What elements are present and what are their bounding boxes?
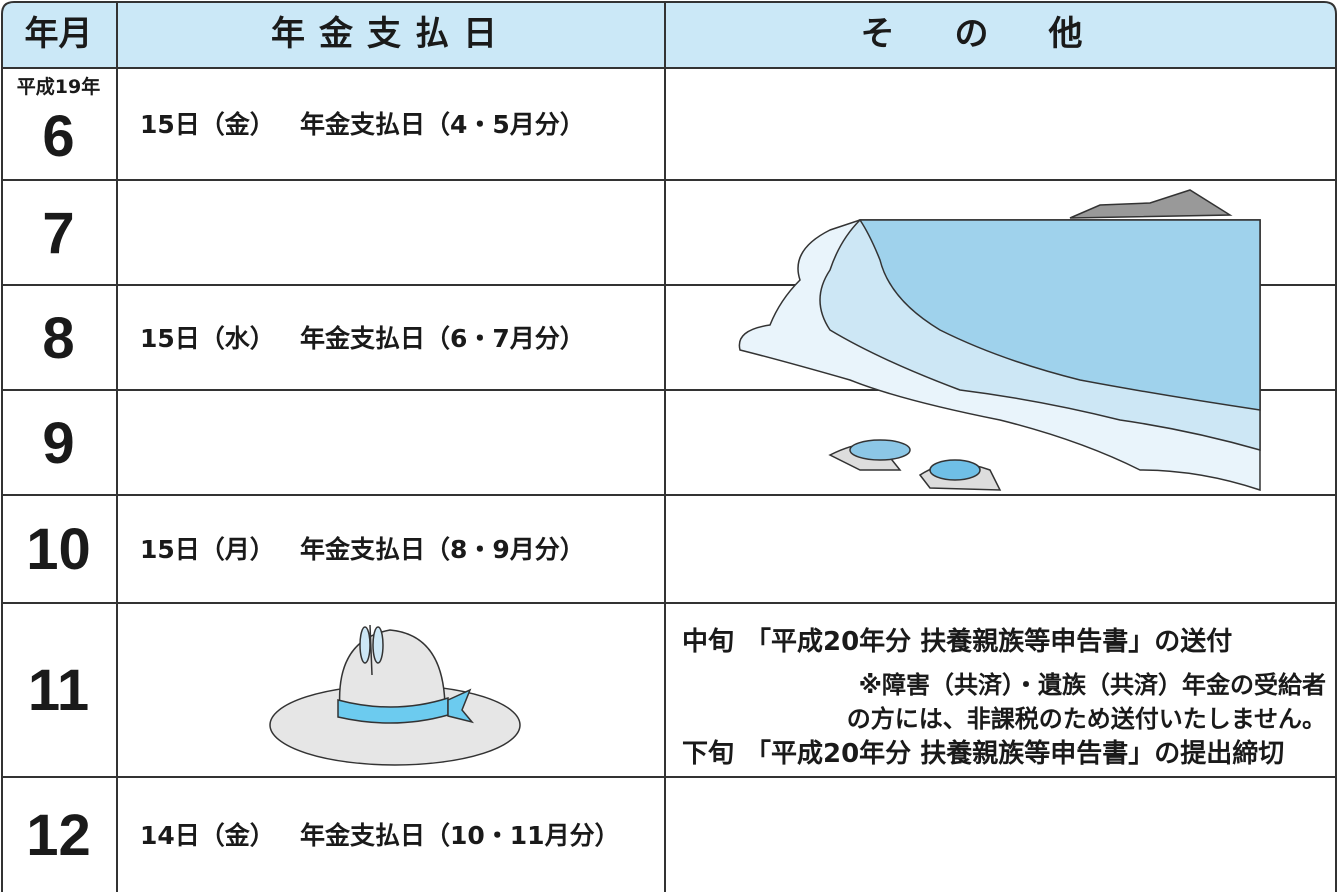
header-cell: 年金支払日 — [271, 14, 511, 54]
era-label: 平成19年 — [16, 76, 101, 98]
month: 7 — [42, 200, 75, 266]
ocean-illustration — [738, 189, 1261, 492]
header-bg — [1, 1, 1337, 69]
note-period: 下旬 — [682, 739, 735, 769]
month: 8 — [42, 305, 75, 371]
month: 9 — [42, 410, 75, 476]
payment-desc: 年金支払日（10・11月分） — [300, 820, 620, 850]
note-text: 「平成20年分 扶養親族等申告書」の送付 — [745, 627, 1233, 657]
payment-desc: 年金支払日（4・5月分） — [300, 110, 585, 139]
month: 11 — [27, 658, 90, 723]
payment-date: 15日（月） — [140, 535, 275, 564]
month: 6 — [42, 104, 75, 169]
payment-date: 14日（金） — [140, 820, 275, 850]
payment-desc: 年金支払日（6・7月分） — [300, 323, 585, 353]
header-cell: 年月 — [24, 14, 93, 54]
payment-date: 15日（水） — [140, 323, 275, 353]
month: 10 — [26, 517, 91, 582]
note-text: 「平成20年分 扶養親族等申告書」の提出締切 — [745, 739, 1285, 769]
payment-desc: 年金支払日（8・9月分） — [300, 535, 585, 564]
month: 12 — [26, 802, 91, 868]
hat-illustration — [269, 624, 521, 766]
note-subtext: の方には、非課税のため送付いたしません。 — [846, 705, 1326, 733]
payment-date: 15日（金） — [140, 110, 275, 139]
header-cell: その他 — [860, 14, 1143, 54]
note-subtext: ※障害（共済）・遺族（共済）年金の受給者 — [858, 671, 1326, 699]
note-period: 中旬 — [682, 627, 735, 657]
